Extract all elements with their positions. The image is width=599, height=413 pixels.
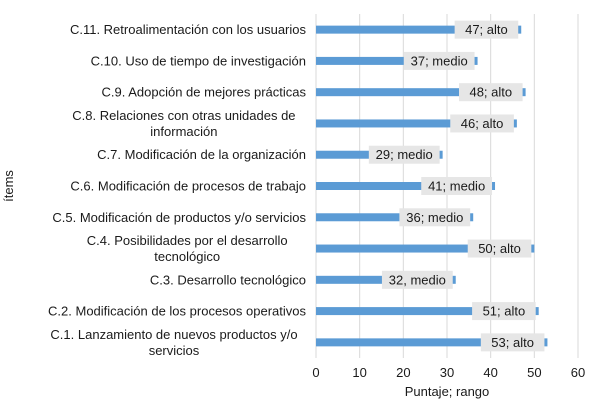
data-label-bg [421, 177, 493, 195]
data-label: 36; medio [406, 210, 463, 225]
data-label: 32, medio [389, 272, 446, 287]
bar [316, 213, 474, 222]
category-label: C.10. Uso de tiempo de investigación [91, 53, 306, 68]
category-label: C.3. Desarrollo tecnológico [150, 272, 306, 287]
data-label: 48; alto [469, 85, 512, 100]
data-label: 51; alto [483, 304, 526, 319]
category-label: C.8. Relaciones con otras unidades de inf… [72, 108, 295, 139]
category-label: C.5. Modificación de productos y/o servi… [52, 210, 306, 225]
x-tick-label: 20 [396, 365, 410, 380]
data-label-bg [480, 333, 545, 352]
x-tick-label: 10 [352, 365, 366, 380]
data-label-bg [368, 145, 440, 164]
data-label-bg [399, 208, 471, 227]
data-label: 47; alto [465, 22, 508, 37]
bar [316, 56, 478, 65]
category-label: C.2. Modificación de los procesos operat… [48, 304, 306, 319]
data-label-bg [454, 20, 519, 39]
bar [316, 25, 522, 34]
data-label-bg [472, 302, 536, 321]
category-label: C.11. Retroalimentación con los usuarios [70, 22, 307, 37]
data-label: 41; medio [428, 179, 485, 194]
data-label: 53; alto [491, 335, 534, 350]
y-axis-title: ítems [1, 170, 16, 202]
data-label-bg [450, 114, 514, 133]
bar [316, 182, 496, 190]
x-tick-labels: 0 10 20 30 40 50 60 [312, 365, 585, 380]
x-tick-label: 50 [527, 365, 541, 380]
bar [316, 88, 526, 97]
category-label: C.6. Modificación de procesos de trabajo [70, 179, 306, 194]
category-label: C.4. Posibilidades por el desarrollo tecn… [87, 233, 288, 264]
data-label: 37; medio [411, 53, 468, 68]
bar [316, 244, 535, 253]
data-label: 46; alto [461, 116, 504, 131]
x-tick-label: 0 [312, 365, 319, 380]
data-label: 50; alto [478, 241, 521, 256]
data-label-bg [459, 83, 523, 102]
x-tick-label: 40 [483, 365, 497, 380]
category-label: C.1. Lanzamiento de nuevos productos y/o… [50, 327, 297, 358]
data-label: 29; medio [376, 147, 433, 162]
data-label-bg [403, 51, 475, 70]
bar [316, 119, 517, 128]
data-label-bg [381, 270, 453, 289]
x-tick-label: 60 [571, 365, 585, 380]
bar [316, 307, 539, 316]
x-axis-title: Puntaje; rango [405, 384, 490, 399]
data-label-bg [467, 239, 532, 258]
x-tick-label: 30 [440, 365, 454, 380]
bar [316, 338, 548, 347]
category-label: C.7. Modificación de la organización [97, 147, 306, 162]
category-labels: C.11. Retroalimentación con los usuarios… [48, 22, 306, 358]
category-label: C.9. Adopción de mejores prácticas [102, 85, 307, 100]
data-labels: 47; alto 37; medio 48; alto 46; alto 29; med… [368, 20, 545, 352]
